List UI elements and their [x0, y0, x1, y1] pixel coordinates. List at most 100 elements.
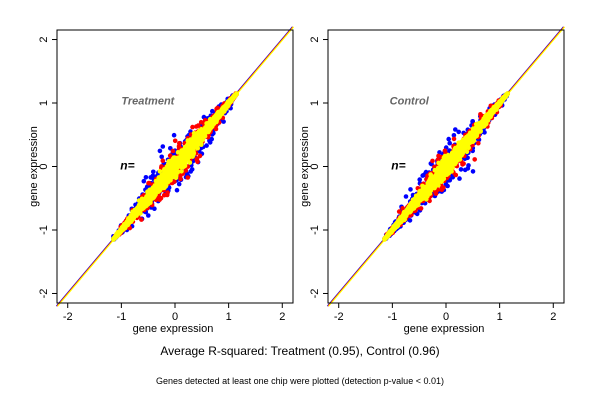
- data-point: [234, 91, 239, 96]
- data-point: [183, 168, 189, 173]
- data-point: [115, 233, 120, 238]
- data-point: [160, 144, 166, 149]
- data-point: [151, 169, 156, 175]
- data-point: [207, 124, 212, 129]
- data-point: [178, 173, 183, 178]
- data-point: [174, 187, 180, 193]
- data-point: [456, 129, 462, 135]
- data-point: [111, 236, 116, 242]
- x-tick-label: -2: [63, 311, 73, 323]
- data-point: [403, 194, 409, 199]
- data-point: [414, 211, 420, 217]
- data-point: [191, 152, 196, 157]
- data-point: [447, 140, 453, 146]
- data-point: [160, 180, 166, 186]
- data-point: [451, 133, 457, 138]
- data-point: [470, 169, 476, 174]
- data-point: [221, 119, 226, 124]
- data-point: [216, 113, 222, 118]
- x-axis-label: gene expression: [133, 323, 214, 335]
- data-point: [161, 192, 167, 198]
- data-point: [124, 220, 130, 225]
- data-point: [451, 136, 457, 142]
- data-point: [143, 175, 149, 180]
- data-point: [141, 178, 147, 184]
- data-point: [199, 142, 204, 147]
- data-point: [191, 130, 197, 136]
- data-point: [184, 151, 189, 156]
- data-point: [220, 108, 226, 113]
- y-tick-label: 2: [38, 36, 50, 42]
- data-point: [157, 169, 163, 174]
- data-point: [178, 176, 183, 182]
- data-point: [147, 195, 152, 201]
- x-tick-label: -1: [116, 311, 126, 323]
- data-point: [132, 211, 138, 217]
- x-tick-label: 2: [279, 311, 285, 323]
- data-point: [224, 101, 230, 107]
- data-point: [229, 98, 234, 103]
- data-point: [462, 167, 468, 173]
- data-point: [184, 154, 189, 160]
- data-point: [152, 206, 157, 211]
- data-point: [139, 217, 144, 222]
- data-point: [170, 168, 176, 174]
- data-point: [430, 158, 435, 164]
- data-point: [470, 119, 476, 124]
- data-point: [145, 191, 151, 196]
- data-point: [458, 167, 464, 172]
- data-point: [185, 143, 190, 149]
- data-point: [194, 156, 200, 161]
- data-point: [188, 169, 193, 174]
- data-point: [187, 152, 193, 158]
- data-point: [157, 175, 163, 181]
- data-point: [146, 180, 152, 186]
- data-point: [195, 145, 200, 151]
- x-tick-label: 0: [172, 311, 178, 323]
- n-annotation: n=: [120, 159, 134, 173]
- data-point: [171, 132, 177, 138]
- data-point: [190, 124, 195, 130]
- data-point: [190, 139, 195, 144]
- data-point: [118, 229, 123, 235]
- data-point: [433, 191, 439, 196]
- data-point: [466, 163, 471, 168]
- data-point: [204, 143, 209, 148]
- data-point: [476, 140, 481, 146]
- data-point: [177, 150, 183, 155]
- data-point: [157, 186, 163, 191]
- x-tick-label: 1: [226, 311, 232, 323]
- data-point: [211, 117, 217, 123]
- data-point: [201, 134, 206, 140]
- data-point: [165, 190, 170, 195]
- data-point: [420, 173, 426, 178]
- data-point: [145, 201, 151, 207]
- data-point: [166, 158, 171, 164]
- data-point: [181, 161, 187, 167]
- data-point: [157, 148, 163, 154]
- data-point: [157, 182, 162, 188]
- y-axis-label: gene expression: [28, 126, 40, 207]
- data-point: [150, 188, 155, 193]
- data-point: [137, 208, 142, 214]
- data-point: [181, 148, 186, 153]
- data-point: [176, 181, 182, 187]
- data-point: [179, 154, 184, 159]
- data-point: [443, 181, 449, 187]
- data-point: [185, 175, 191, 180]
- data-point: [195, 123, 201, 128]
- data-point: [191, 134, 197, 139]
- data-point: [417, 177, 423, 182]
- data-point: [191, 145, 197, 151]
- data-point: [175, 162, 181, 167]
- data-point: [187, 160, 193, 165]
- y-tick-label: -2: [38, 289, 50, 299]
- data-point: [146, 213, 151, 218]
- data-point: [159, 154, 164, 160]
- data-point: [187, 148, 192, 153]
- data-point: [460, 162, 465, 167]
- data-point: [457, 176, 462, 181]
